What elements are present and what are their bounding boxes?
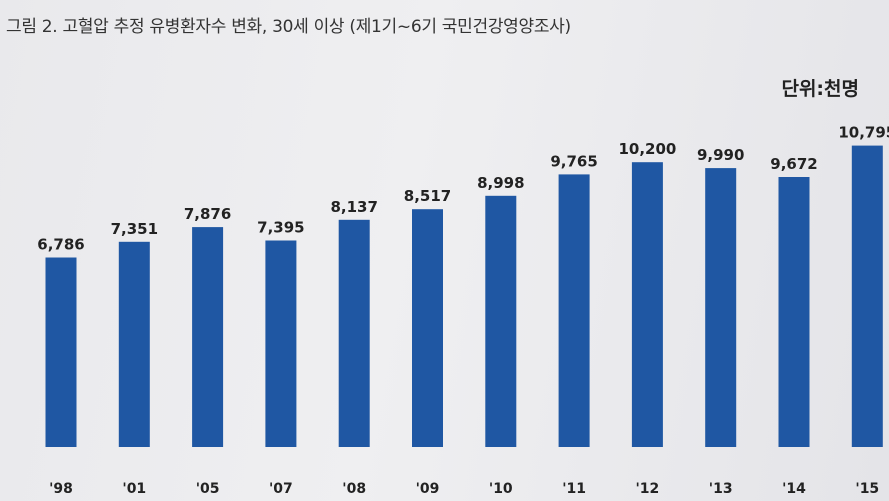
bar-10	[778, 177, 810, 447]
value-label-2: 7,876	[184, 205, 231, 223]
bar-8	[631, 162, 663, 447]
x-tick-label-6: '10	[489, 481, 513, 497]
value-label-6: 8,998	[477, 174, 524, 192]
x-tick-label-10: '14	[782, 481, 806, 497]
bar-3	[265, 240, 297, 447]
bar-0	[45, 257, 77, 447]
x-tick-label-11: '15	[855, 481, 879, 497]
unit-label: 단위:천명	[781, 78, 859, 100]
x-tick-label-0: '98	[49, 481, 73, 497]
x-tick-label-1: '01	[122, 481, 146, 497]
chart-title: 그림 2. 고혈압 추정 유병환자수 변화, 30세 이상 (제1기~6기 국민…	[6, 17, 571, 37]
x-tick-label-2: '05	[196, 481, 220, 497]
x-tick-label-9: '13	[709, 481, 733, 497]
bar-4	[338, 219, 370, 447]
value-label-3: 7,395	[257, 219, 304, 237]
value-label-4: 8,137	[330, 198, 377, 216]
x-tick-label-5: '09	[416, 481, 440, 497]
x-tick-label-4: '08	[342, 481, 366, 497]
value-label-8: 10,200	[618, 140, 676, 158]
value-label-1: 7,351	[111, 220, 158, 238]
bar-6	[485, 195, 517, 447]
x-tick-label-8: '12	[636, 481, 660, 497]
x-tick-label-7: '11	[562, 481, 586, 497]
bar-2	[192, 227, 224, 447]
value-label-7: 9,765	[550, 152, 597, 170]
value-label-11: 10,795	[838, 124, 889, 142]
value-label-10: 9,672	[770, 155, 817, 173]
bar-7	[558, 174, 590, 447]
value-label-9: 9,990	[697, 146, 744, 164]
value-label-5: 8,517	[404, 187, 451, 205]
value-label-0: 6,786	[37, 236, 84, 254]
bar-9	[705, 168, 737, 447]
bar-11	[851, 145, 883, 447]
bar-5	[412, 209, 443, 447]
x-tick-label-3: '07	[269, 481, 293, 497]
bar-1	[118, 241, 150, 447]
